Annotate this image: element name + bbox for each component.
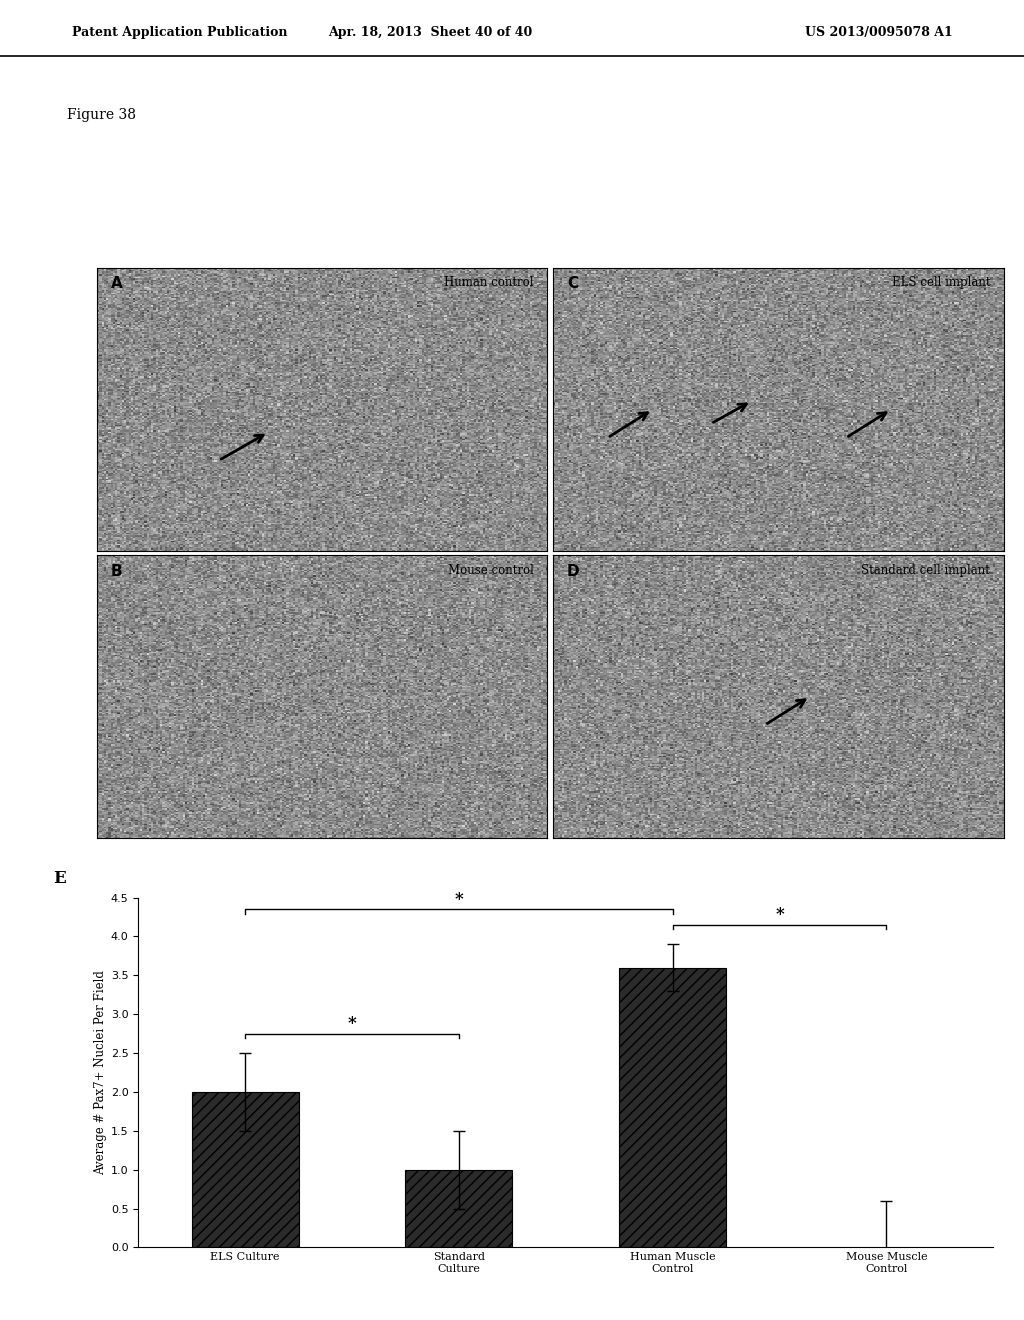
Text: B: B [111, 564, 123, 578]
Bar [406, 1170, 512, 1247]
Text: Apr. 18, 2013  Sheet 40 of 40: Apr. 18, 2013 Sheet 40 of 40 [328, 26, 532, 40]
Text: A: A [111, 276, 123, 292]
Text: D: D [567, 564, 580, 578]
Text: Standard cell implant: Standard cell implant [861, 564, 990, 577]
Text: US 2013/0095078 A1: US 2013/0095078 A1 [805, 26, 952, 40]
Text: *: * [455, 891, 463, 908]
Y-axis label: Average # Pax7+ Nuclei Per Field: Average # Pax7+ Nuclei Per Field [93, 970, 106, 1175]
Text: Patent Application Publication: Patent Application Publication [72, 26, 287, 40]
Bar [191, 1092, 299, 1247]
Text: Human control: Human control [444, 276, 534, 289]
Text: *: * [775, 907, 784, 923]
Text: Mouse control: Mouse control [447, 564, 534, 577]
Text: ELS cell implant: ELS cell implant [892, 276, 990, 289]
Bar [620, 968, 726, 1247]
Text: Figure 38: Figure 38 [67, 108, 135, 123]
Text: C: C [567, 276, 579, 292]
Text: E: E [53, 870, 66, 887]
Text: *: * [347, 1015, 356, 1032]
